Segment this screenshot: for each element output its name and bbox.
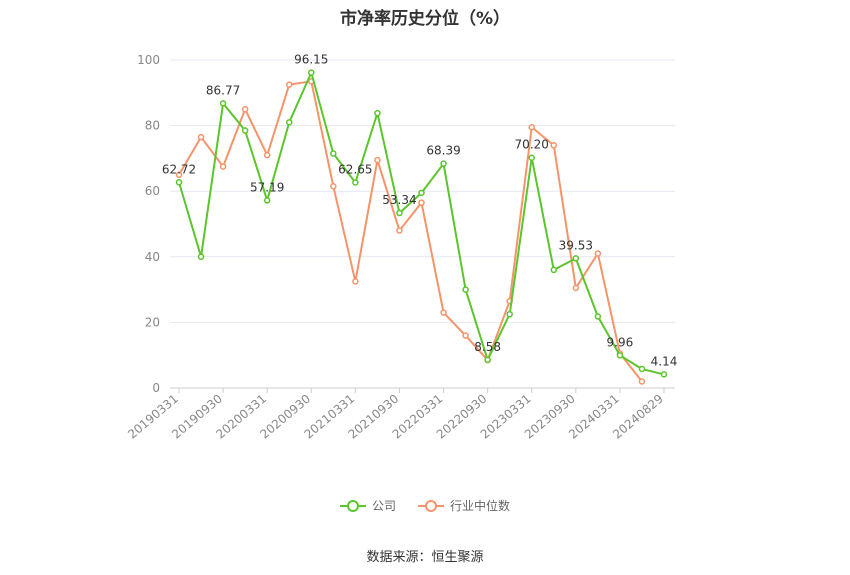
legend-company-label: 公司: [371, 499, 396, 513]
point-industry-median: [330, 183, 337, 190]
point-industry-median: [396, 227, 403, 234]
point-industry-median: [175, 171, 183, 179]
point-company: [396, 209, 403, 217]
y-tick-label: 0: [152, 381, 160, 395]
legend-item-industry-median[interactable]: 行业中位数: [418, 497, 510, 514]
point-industry-median: [197, 133, 205, 141]
data-label: 39.53: [559, 238, 593, 252]
point-industry-median: [418, 199, 425, 206]
point-company: [241, 127, 249, 134]
point-industry-median: [528, 123, 535, 131]
chart-legend: 公司 行业中位数: [0, 497, 850, 514]
data-label: 96.15: [294, 53, 328, 67]
data-label: 53.34: [382, 193, 416, 207]
point-company: [506, 310, 513, 318]
data-label: 4.14: [651, 354, 678, 368]
data-label: 70.20: [515, 138, 549, 152]
data-source-note: 数据来源：恒生聚源: [366, 550, 484, 565]
point-company: [660, 371, 668, 378]
y-tick-label: 40: [145, 250, 160, 264]
point-industry-median: [241, 105, 249, 113]
point-industry-median: [219, 163, 227, 170]
point-industry-median: [263, 151, 271, 159]
legend-industry-label: 行业中位数: [450, 499, 511, 513]
series-line-company: [178, 71, 665, 376]
point-company: [594, 313, 602, 320]
line-chart: 0204060801002019033120190930202003312020…: [125, 53, 678, 442]
point-industry-median: [572, 284, 580, 292]
legend-industry-icon: [418, 499, 444, 513]
point-company: [374, 109, 381, 117]
point-company: [550, 266, 558, 274]
series-line-industry-median: [178, 80, 643, 383]
y-tick-label: 60: [145, 184, 160, 198]
point-industry-median: [550, 142, 558, 149]
point-company: [462, 286, 469, 293]
point-company: [572, 255, 580, 262]
point-company: [330, 150, 337, 157]
chart-title: 市净率历史分位（%）: [339, 9, 511, 29]
point-industry-median: [638, 378, 646, 385]
point-industry-median: [440, 309, 447, 316]
data-label: 9.96: [607, 335, 634, 349]
y-tick-label: 20: [145, 315, 160, 329]
point-company: [440, 160, 447, 167]
y-tick-label: 80: [145, 119, 160, 133]
point-industry-median: [374, 156, 381, 164]
point-company: [528, 154, 535, 161]
legend-company-icon: [339, 499, 366, 513]
point-industry-median: [594, 250, 602, 257]
data-label: 57.19: [250, 180, 284, 194]
point-company: [308, 69, 315, 76]
point-company: [263, 197, 271, 204]
point-company: [197, 253, 205, 261]
point-company: [616, 352, 624, 359]
point-industry-median: [462, 332, 469, 339]
data-label: 62.72: [162, 162, 196, 176]
point-company: [418, 189, 425, 197]
data-label: 68.39: [426, 144, 460, 158]
point-company: [638, 365, 646, 373]
point-company: [219, 100, 227, 107]
y-tick-label: 100: [137, 53, 160, 67]
legend-item-company[interactable]: 公司: [339, 497, 396, 514]
point-industry-median: [285, 81, 293, 88]
point-company: [484, 356, 491, 364]
point-company: [352, 179, 359, 186]
point-industry-median: [352, 278, 359, 285]
point-company: [175, 179, 183, 186]
data-label: 8.58: [474, 340, 501, 354]
data-label: 86.77: [206, 83, 240, 97]
point-company: [285, 119, 293, 126]
data-label: 62.65: [338, 163, 372, 177]
